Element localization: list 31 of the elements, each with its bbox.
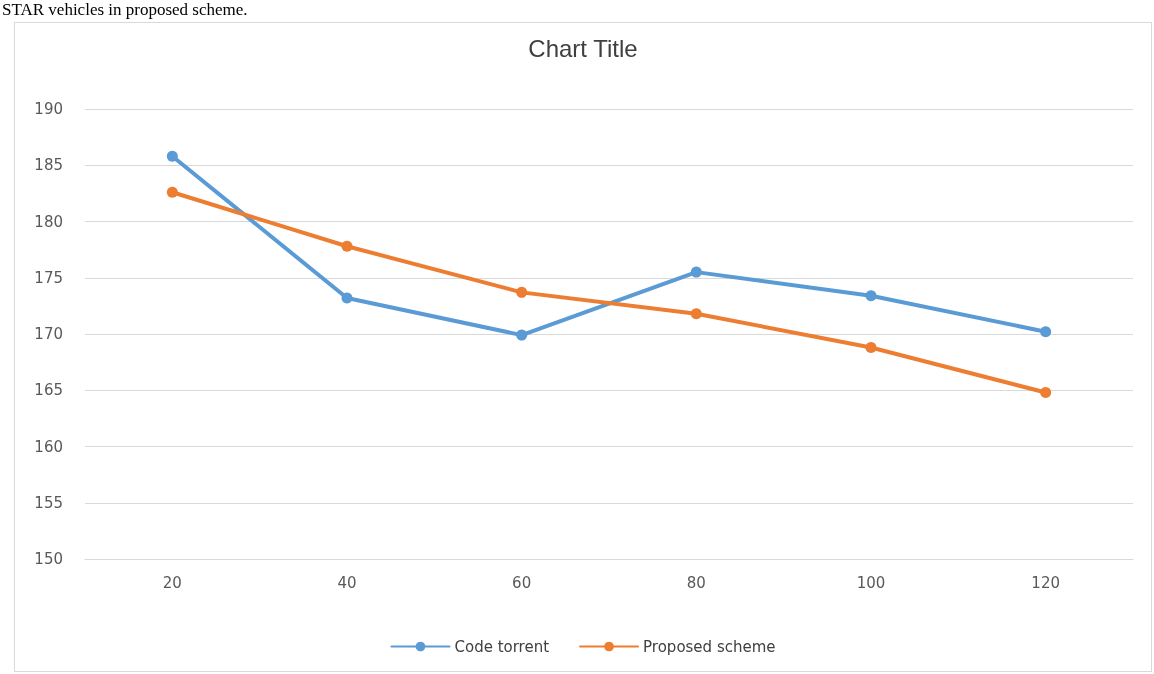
y-tick-label: 165 (34, 381, 63, 400)
x-tick-label: 40 (337, 573, 357, 592)
point (341, 292, 353, 304)
point (1040, 387, 1052, 398)
y-tick-label: 185 (34, 156, 63, 175)
point (690, 308, 702, 320)
legend-label: Proposed scheme (643, 637, 776, 656)
x-tick-label: 60 (512, 573, 532, 592)
y-tick-label: 180 (34, 212, 63, 231)
point (690, 266, 702, 278)
point (1040, 326, 1052, 338)
point (865, 342, 877, 353)
x-tick-label: 120 (1031, 573, 1060, 592)
legend-label: Code torrent (454, 637, 550, 656)
y-tick-label: 150 (34, 550, 63, 568)
point (166, 186, 178, 198)
x-tick-label: 100 (856, 573, 886, 592)
point (516, 329, 528, 341)
y-tick-label: 170 (34, 325, 63, 343)
x-tick-label: 80 (686, 573, 706, 592)
point (166, 150, 178, 162)
y-tick-label: 155 (34, 493, 63, 512)
point (865, 290, 877, 302)
y-tick-label: 190 (34, 100, 63, 118)
y-tick-label: 160 (34, 437, 63, 456)
y-tick-label: 175 (34, 268, 63, 287)
chart-title: Chart Title (528, 34, 638, 62)
x-tick-label: 20 (162, 573, 182, 592)
text: STAR vehicles in proposed scheme. (2, 0, 248, 20)
point (516, 286, 528, 298)
point (341, 240, 353, 252)
